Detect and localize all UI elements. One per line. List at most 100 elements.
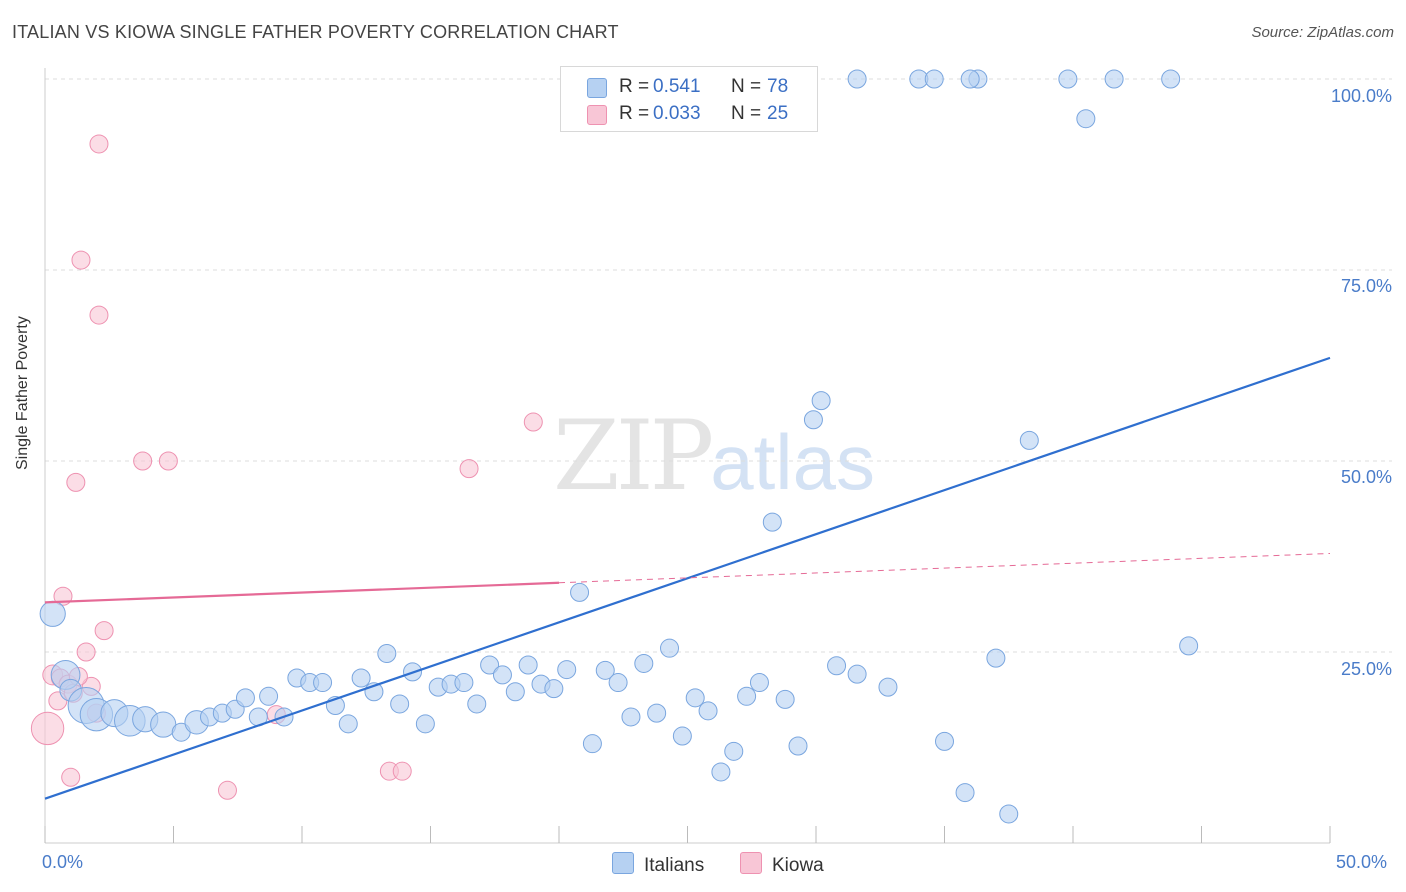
y-tick-label: 75.0% [1340,276,1392,296]
x-tick-label: 0.0% [42,852,84,872]
italians-point [313,673,333,693]
italians-point [377,644,397,664]
kiowa-swatch [587,105,607,125]
italians-point [811,391,831,411]
italians-point [259,686,279,706]
y-tick-label: 50.0% [1340,467,1392,487]
kiowa-trend-extension [558,552,1331,584]
italians-point [1104,69,1124,89]
italians-point [827,656,847,676]
y-axis-label: Single Father Poverty [14,316,31,470]
source-label: Source: ZipAtlas.com [1251,24,1394,41]
kiowa-point [89,305,109,325]
italians-point [557,660,577,680]
kiowa-trend-line [44,581,560,604]
n-label: N = [731,76,762,97]
italians-point [955,783,975,803]
kiowa-series [30,134,543,800]
italians-point [698,701,718,721]
italians-point [544,679,564,699]
italians-legend-swatch [612,852,634,874]
kiowa-point [61,767,81,787]
italians-point [608,673,628,693]
italians-point [570,582,590,602]
italians-series [39,69,1199,824]
kiowa-point [133,451,153,471]
kiowa-point [66,472,86,492]
kiowa-point [71,250,91,270]
italians-point [711,762,731,782]
italians-point [415,714,435,734]
italians-point [762,512,782,532]
italians-point [634,653,654,673]
italians-point [647,703,667,723]
italians-point [685,688,705,708]
watermark-atlas: atlas [710,418,875,506]
r-value: 0.033 [653,103,701,124]
italians-point [454,673,474,693]
italians-swatch [587,78,607,98]
italians-point [518,655,538,675]
stats-legend: R = 0.541 N = 78 R = 0.033 N = 25 [560,66,818,132]
n-value: 25 [767,103,789,124]
r-label: R = [619,103,650,124]
italians-point [390,694,410,714]
kiowa-point [523,412,543,432]
italians-point [582,734,602,754]
kiowa-point [76,642,96,662]
legend-item-kiowa[interactable]: Kiowa [740,852,824,877]
italians-point [724,741,744,761]
italians-point [960,69,980,89]
italians-point [803,410,823,430]
italians-point [847,664,867,684]
italians-point [672,726,692,746]
kiowa-point [392,761,412,781]
italians-point [595,660,615,680]
kiowa-point [217,780,237,800]
n-value: 78 [767,76,789,97]
italians-point [39,600,66,627]
italians-point [924,69,944,89]
italians-point [737,686,757,706]
italians-point [1076,109,1096,129]
x-tick-label: 50.0% [1336,852,1388,872]
kiowa-point [459,459,479,479]
italians-point [480,655,500,675]
italians-point [788,736,808,756]
italians-point [492,665,512,685]
italians-point [235,688,255,708]
italians-point [935,731,954,751]
kiowa-point [30,711,65,746]
italians-point [660,638,680,658]
kiowa-point [89,134,109,154]
italians-point [749,673,769,693]
kiowa-legend-swatch [740,852,762,874]
italians-point [1179,636,1199,656]
kiowa-point [158,451,178,471]
italians-point [1058,69,1078,89]
italians-point [1161,69,1181,89]
italians-point [775,689,795,709]
italians-trend-line [44,356,1331,800]
italians-point [505,682,525,702]
italians-point [351,668,371,688]
watermark-zip: ZIP [553,400,714,512]
axes [44,68,1331,844]
legend-item-italians[interactable]: Italians [612,852,704,877]
kiowa-point [94,621,114,641]
r-label: R = [619,76,650,97]
italians-point [999,804,1019,824]
y-tick-label: 100.0% [1330,86,1392,106]
italians-legend-label: Italians [644,855,705,876]
italians-point [1019,430,1039,450]
italians-point [621,707,641,727]
italians-point [878,677,898,697]
italians-point [467,694,487,714]
italians-point [338,714,358,734]
watermark: ZIPatlas [553,400,875,512]
y-tick-label: 25.0% [1340,659,1392,679]
grid-lines [45,78,1392,653]
trend-lines [44,356,1331,800]
kiowa-legend-label: Kiowa [772,855,824,876]
italians-point [847,69,867,89]
